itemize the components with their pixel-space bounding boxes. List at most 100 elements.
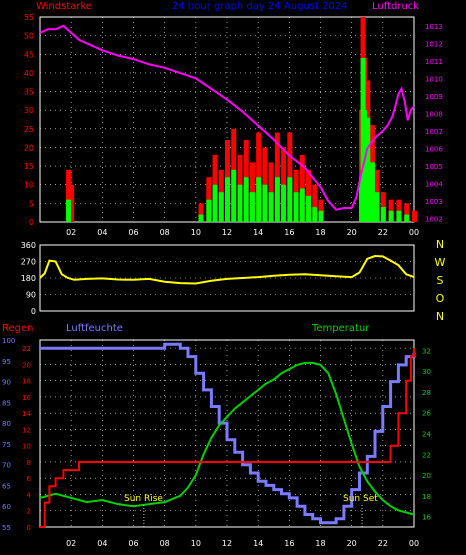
wind-speed-bar <box>396 210 402 222</box>
sun-set-label: Sun Set <box>343 494 378 504</box>
rain-y-tick-label: 12 <box>22 426 31 434</box>
climate-x-tick-label: 10 <box>191 539 201 548</box>
wind-speed-bar <box>306 195 312 222</box>
temperature-y-tick-label: 20 <box>422 472 431 480</box>
temperature-y-tick-label: 28 <box>422 389 431 397</box>
wind-y-tick-label: 40 <box>24 69 34 78</box>
wind-y-tick-label: 10 <box>24 181 34 190</box>
rain-y-tick-label: 10 <box>22 443 31 451</box>
temperature-y-tick-label: 24 <box>422 431 431 439</box>
humidity-y-tick-label: 65 <box>2 482 11 490</box>
wind-speed-bar <box>218 192 224 222</box>
rain-y-tick-label: 0 <box>27 524 31 532</box>
wind-x-tick-label: 00 <box>409 228 419 237</box>
climate-x-tick-label: 04 <box>97 539 107 548</box>
wind-x-tick-label: 22 <box>378 228 388 237</box>
temperature-y-tick-label: 22 <box>422 451 431 459</box>
wind-x-tick-label: 08 <box>160 228 170 237</box>
sun-rise-label: Sun Rise <box>124 494 163 504</box>
temperature-y-tick-label: 30 <box>422 368 431 376</box>
climate-x-tick-label: 18 <box>315 539 325 548</box>
pressure-y-tick-label: 1004 <box>425 180 443 188</box>
wind-gust-bar <box>404 203 410 222</box>
rain-y-tick-label: 16 <box>22 394 31 402</box>
wind-speed-bar <box>287 177 293 222</box>
wind-speed-series <box>66 58 410 222</box>
compass-label: N <box>436 310 444 323</box>
wind-x-tick-label: 14 <box>253 228 263 237</box>
direction-y-tick-label: 270 <box>21 258 36 267</box>
climate-x-tick-label: 22 <box>378 539 388 548</box>
temperature-label: Temperatur <box>311 323 370 334</box>
pressure-y-tick-label: 1003 <box>425 198 443 206</box>
humidity-y-tick-label: 100 <box>2 337 15 345</box>
humidity-y-tick-label: 90 <box>2 379 11 387</box>
wind-speed-bar <box>388 210 394 222</box>
wind-speed-bar <box>374 192 380 222</box>
rain-line <box>40 348 415 528</box>
humidity-y-tick-label: 95 <box>2 358 11 366</box>
temperature-y-tick-label: 32 <box>422 347 431 355</box>
wind-gust-bar <box>198 203 204 222</box>
wind-x-tick-label: 18 <box>315 228 325 237</box>
climate-x-tick-label: 08 <box>160 539 170 548</box>
climate-x-tick-label: 16 <box>284 539 294 548</box>
rain-y-tick-label: 20 <box>22 361 31 369</box>
wind-y-tick-label: 20 <box>24 143 34 152</box>
wind-x-tick-label: 06 <box>128 228 138 237</box>
climate-x-tick-label: 14 <box>253 539 263 548</box>
wind-x-tick-label: 04 <box>97 228 107 237</box>
wind-speed-bar <box>312 207 318 222</box>
direction-y-tick-label: 180 <box>21 274 36 283</box>
wind-gust-bar <box>69 184 75 222</box>
rain-y-tick-label: 14 <box>22 410 31 418</box>
wind-gust-bar <box>206 177 212 222</box>
temperature-line <box>39 361 415 516</box>
wind-speed-bar <box>198 214 204 222</box>
wind-speed-bar <box>268 192 274 222</box>
humidity-y-tick-label: 70 <box>2 462 11 470</box>
wind-speed-bar <box>318 210 324 222</box>
wind-speed-bar <box>231 169 237 222</box>
wind-speed-bar <box>380 207 386 222</box>
pressure-y-tick-label: 1007 <box>425 128 443 136</box>
rain-y-tick-label: 6 <box>27 475 32 483</box>
wind-speed-bar <box>281 184 287 222</box>
wind-direction-panel: 0 90 180 270 360 <box>21 241 415 316</box>
pressure-y-tick-label: 1011 <box>425 58 443 66</box>
climate-x-tick-label: 02 <box>66 539 76 548</box>
climate-x-tick-label: 06 <box>128 539 138 548</box>
direction-y-tick-label: 0 <box>31 307 36 316</box>
rain-y-tick-label: 22 <box>22 345 31 353</box>
wind-speed-bar <box>299 188 305 222</box>
wind-speed-bar <box>212 184 218 222</box>
wind-speed-bar <box>369 162 375 222</box>
humidity-label: Luftfeuchte <box>66 323 123 334</box>
rain-y-tick-label: 4 <box>27 491 32 499</box>
wind-speed-bar <box>365 117 371 222</box>
compass-label: N <box>436 238 444 251</box>
compass-label: S <box>437 274 444 287</box>
wind-speed-bar <box>249 192 255 222</box>
wind-speed-bar <box>274 177 280 222</box>
wind-y-tick-label: 30 <box>24 106 34 115</box>
pressure-y-tick-label: 1013 <box>425 23 443 31</box>
wind-y-tick-label: 5 <box>29 199 34 208</box>
wind-gust-bar <box>262 147 268 222</box>
wind-speed-bar <box>206 199 212 222</box>
temperature-y-tick-label: 26 <box>422 410 431 418</box>
wind-gust-bar <box>66 169 72 222</box>
wind-gust-bar <box>412 210 417 222</box>
rain-y-tick-label: 2 <box>27 508 31 516</box>
rain-y-tick-label: 8 <box>27 459 31 467</box>
wind-gust-bar <box>312 184 318 222</box>
temperature-y-tick-label: 18 <box>422 493 431 501</box>
temperature-y-tick-label: 16 <box>422 514 431 522</box>
wind-speed-bar <box>225 177 230 222</box>
wind-y-tick-label: 0 <box>29 218 34 227</box>
direction-y-tick-label: 360 <box>21 241 36 250</box>
wind-left-label: Windstarke <box>36 1 92 12</box>
humidity-y-tick-label: 75 <box>2 441 11 449</box>
wind-speed-bar <box>256 177 262 222</box>
